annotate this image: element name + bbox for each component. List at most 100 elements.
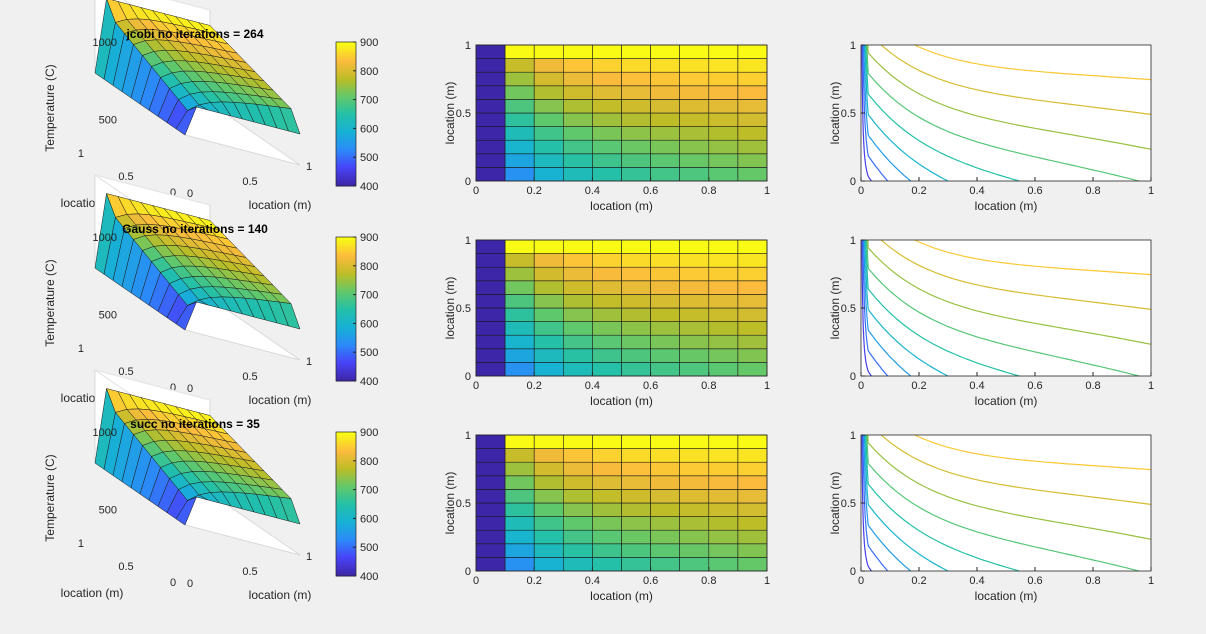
heatmap-cell [621, 489, 651, 504]
heatmap-cell [650, 153, 680, 168]
colorbar-segment [336, 361, 356, 365]
contour-line [865, 434, 1020, 572]
colorbar-frame [335, 236, 357, 382]
colorbar-segment [336, 142, 356, 146]
heatmap-cell [504, 280, 535, 295]
y-tick-label: 0 [850, 176, 856, 188]
heatmap-cell [504, 307, 535, 322]
heatmap-cell [533, 126, 564, 141]
heatmap-cell [475, 557, 506, 572]
colorbar-segment [336, 373, 356, 377]
heatmap-cell [737, 475, 768, 490]
heatmap-cell [708, 502, 739, 517]
heatmap-cell [621, 126, 651, 141]
heatmap-cell [679, 126, 710, 141]
colorbar-segment [336, 333, 356, 336]
z-tick-label: 500 [99, 505, 117, 517]
heatmap-cell [679, 99, 710, 114]
x-tick-label: 0.6 [1027, 380, 1042, 392]
surface-patch [279, 301, 301, 330]
colorbar-segment [336, 82, 356, 86]
x-tick-label: 0.8 [1085, 185, 1100, 197]
heatmap-cell [475, 99, 506, 114]
surface-axes-6 [94, 369, 301, 556]
x-axis-label: location (m) [249, 393, 312, 407]
heatmap-cell [504, 348, 535, 363]
colorbar-segment [336, 561, 356, 565]
colorbar-segment [336, 468, 356, 471]
y-tick-label: 1 [850, 235, 856, 247]
colorbar-segment [336, 63, 356, 67]
heatmap-cell [737, 348, 768, 363]
heatmap-cell [708, 85, 739, 100]
colorbar-segment [336, 463, 356, 467]
y-tick-label: 1 [78, 343, 84, 355]
colorbar-segment [336, 121, 356, 125]
colorbar-tick-label: 400 [360, 181, 378, 193]
heatmap-cell [650, 348, 680, 363]
heatmap-cell [737, 71, 768, 87]
colorbar-segment [336, 147, 356, 151]
colorbar-segment [336, 554, 356, 558]
heatmap-cell [533, 153, 564, 168]
colorbar-segment [336, 152, 356, 156]
heatmap-cell [621, 348, 651, 363]
heatmap-cell [679, 280, 710, 295]
heatmap-cell [592, 489, 622, 504]
heatmap-cell [504, 362, 535, 377]
heatmap-cell [621, 112, 651, 127]
colorbar-tick-label: 700 [360, 485, 378, 497]
contour-line [861, 45, 872, 182]
colorbar-segment [336, 492, 356, 495]
colorbar-segment [336, 251, 356, 255]
colorbar-segment [336, 337, 356, 341]
heatmap-cell [708, 112, 739, 127]
surface-axes-0 [94, 0, 301, 166]
heatmap-cell [562, 461, 593, 477]
colorbar-segment [336, 241, 356, 245]
y-tick-label: 0.5 [456, 108, 471, 120]
colorbar-segment [336, 352, 356, 356]
contour-line [863, 434, 912, 572]
heatmap-cell [679, 239, 710, 254]
heatmap-cell [650, 461, 680, 477]
heatmap-cell [621, 153, 651, 168]
heatmap-cell [679, 516, 710, 531]
heatmap-cell [475, 85, 506, 100]
x-tick-label: 0.4 [585, 380, 600, 392]
colorbar-segment [336, 342, 356, 346]
heatmap-cell [737, 167, 768, 182]
heatmap-cell [650, 112, 680, 127]
heatmap-cell [533, 529, 564, 545]
heatmap-cell [592, 239, 622, 254]
heatmap-cell [679, 334, 710, 350]
heatmap-cell [708, 253, 739, 268]
colorbar-segment [336, 261, 356, 264]
colorbar-segment [336, 78, 356, 81]
heatmap-cell [475, 543, 506, 558]
colorbar-segment [336, 249, 356, 252]
heatmap-cell [562, 71, 593, 87]
heatmap-cell [475, 475, 506, 490]
heatmap-cell [562, 529, 593, 545]
contour-line [863, 44, 912, 182]
colorbar-tick-label: 800 [360, 456, 378, 468]
heatmap-cell [592, 294, 622, 309]
colorbar-segment [336, 559, 356, 563]
colorbar-segment [336, 154, 356, 158]
heatmap-cell [475, 266, 506, 282]
heatmap-cell [562, 85, 593, 100]
contour-line [862, 240, 889, 377]
colorbar-segment [336, 246, 356, 250]
colorbar-segment [336, 482, 356, 486]
heatmap-cell [475, 434, 506, 449]
x-tick-label: 0.6 [1027, 185, 1042, 197]
heatmap-cell [708, 461, 739, 477]
colorbar-segment [336, 275, 356, 279]
heatmap-cell [562, 475, 593, 490]
heatmap-cell [737, 112, 768, 127]
colorbar-segment [336, 369, 356, 372]
heatmap-cell [562, 294, 593, 309]
heatmap-cell [475, 529, 506, 545]
